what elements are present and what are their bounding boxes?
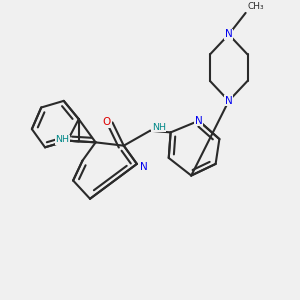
Text: N: N (140, 162, 148, 172)
Text: O: O (103, 117, 111, 128)
Text: N: N (225, 29, 232, 40)
Text: NH: NH (152, 123, 166, 132)
Text: NH: NH (56, 135, 69, 144)
Text: N: N (195, 116, 202, 126)
Text: N: N (225, 96, 232, 106)
Text: CH₃: CH₃ (248, 2, 264, 11)
